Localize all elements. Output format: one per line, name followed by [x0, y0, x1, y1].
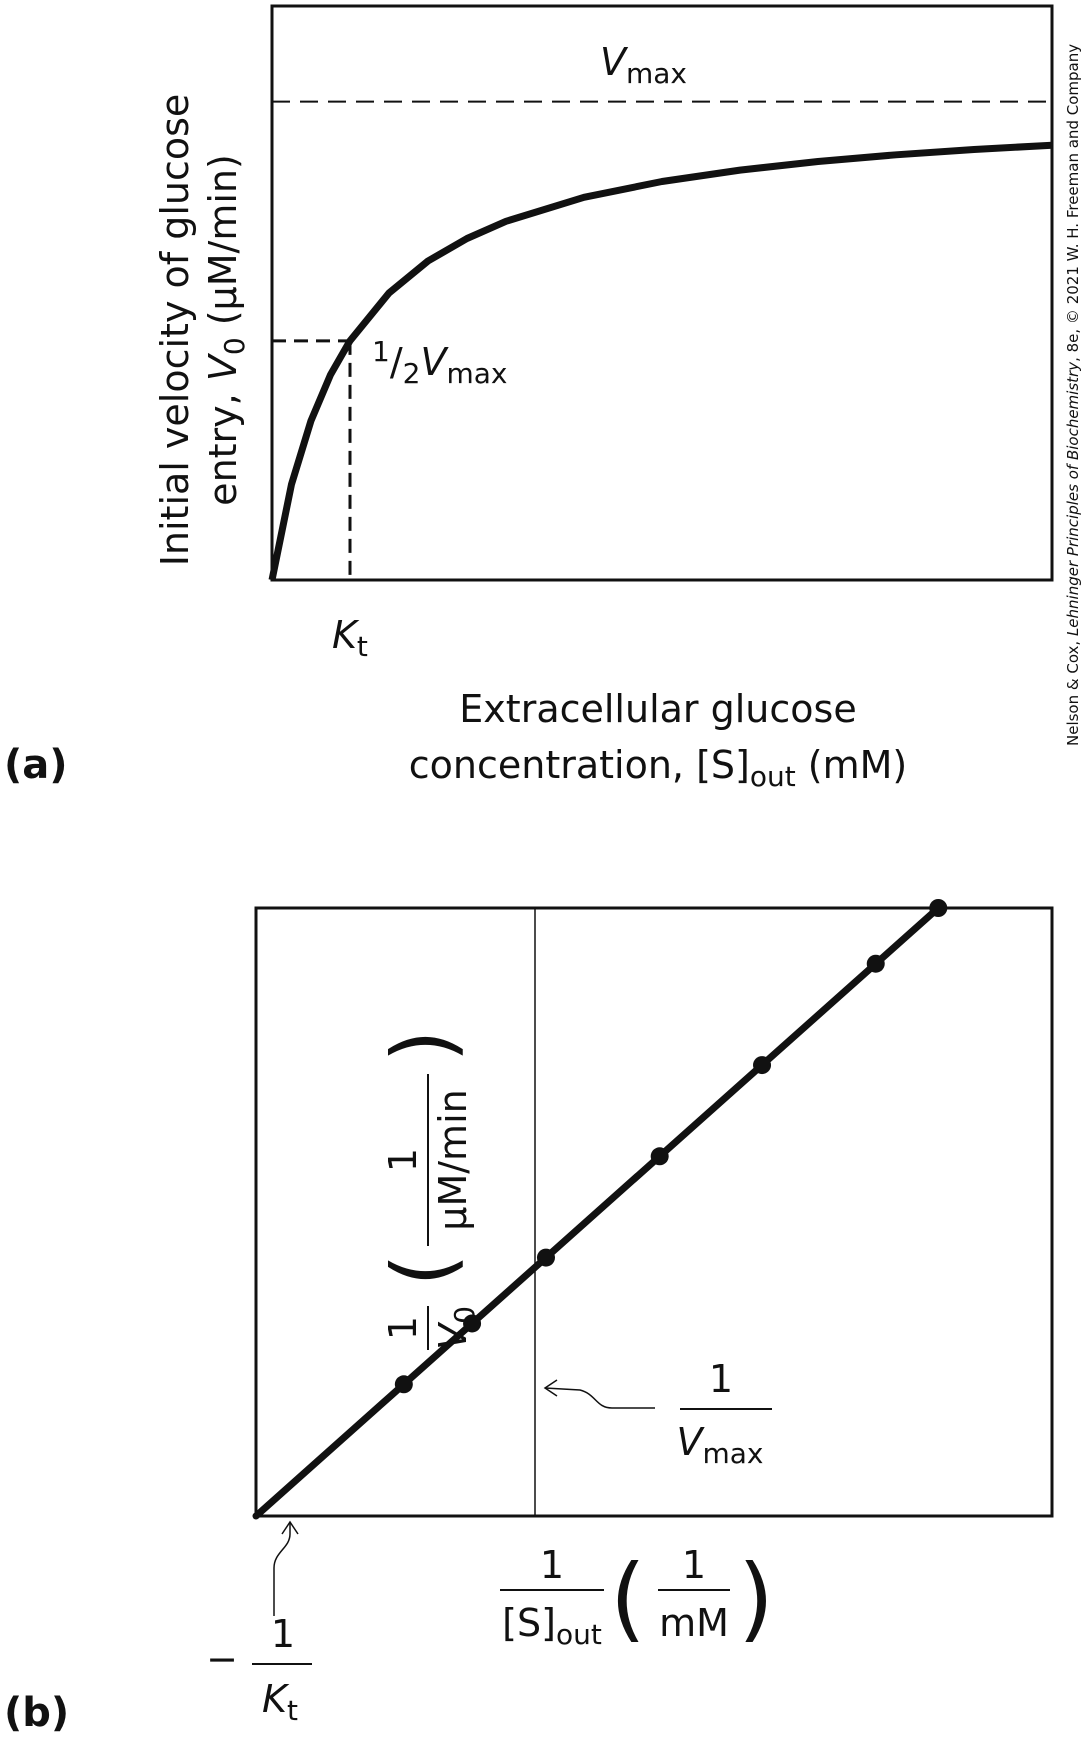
data-point-5 [753, 1056, 772, 1075]
vmax-intercept-den: Vmax [676, 1420, 763, 1470]
panel-b-frame [254, 906, 1054, 1518]
lineweaver-burk-line [252, 904, 942, 1520]
data-point-3 [536, 1248, 555, 1267]
x-axis-label-line2: concentration, [S]out (mM) [409, 743, 908, 793]
x-axis-label-line1: Extracellular glucose [459, 687, 856, 731]
data-point-2 [463, 1314, 482, 1333]
copyright-credit: Nelson & Cox, Lehninger Principles of Bi… [1064, 44, 1082, 746]
b-yfrac-den: V0 [431, 1306, 481, 1350]
panel-b-label: (b) [4, 1690, 69, 1736]
saturation-curve [268, 141, 1053, 581]
kt-intercept-den: Kt [262, 1677, 298, 1727]
data-point-1 [394, 1375, 413, 1394]
b-y-axis-label: 1 V0 ( 1 μM/min ) [374, 1030, 481, 1350]
kt-tick-label: Kt [332, 613, 368, 663]
svg-text:(: ( [610, 1545, 646, 1652]
b-xunit-den: mM [659, 1601, 729, 1645]
panel-a-frame [270, 4, 1054, 582]
b-xunit-num: 1 [682, 1543, 706, 1587]
b-yunit-den: μM/min [431, 1089, 475, 1230]
data-point-4 [650, 1147, 669, 1166]
panel-a: Vmax 1/2Vmax Kt Initial velocity of gluc… [4, 4, 1054, 793]
vmax-label: Vmax [600, 40, 687, 90]
data-point-6 [866, 954, 885, 973]
b-yunit-num: 1 [381, 1148, 425, 1172]
b-xfrac-den: [S]out [502, 1601, 602, 1651]
panel-b: 1 V0 ( 1 μM/min ) 1 Vmax 1 [S]out ( 1 mM… [4, 899, 1054, 1736]
kt-intercept-arrow [273, 1522, 291, 1616]
kt-intercept-minus: − [206, 1637, 238, 1681]
vmax-intercept-arrow [544, 1387, 655, 1409]
data-points [394, 899, 948, 1394]
data-point-7 [929, 899, 948, 917]
b-xfrac-num: 1 [540, 1543, 564, 1587]
half-vmax-label: 1/2Vmax [372, 335, 507, 390]
y-axis-label-line2: entry, V0 (μM/min) [201, 154, 251, 506]
vmax-intercept-num: 1 [709, 1357, 733, 1401]
y-axis-label-line1: Initial velocity of glucose [153, 94, 197, 567]
svg-text:(: ( [374, 1254, 472, 1287]
svg-text:): ) [738, 1545, 774, 1652]
panel-a-label: (a) [4, 742, 68, 788]
b-yfrac-num: 1 [381, 1316, 425, 1340]
y-axis-label: Initial velocity of glucose entry, V0 (μ… [153, 94, 251, 567]
kt-intercept-num: 1 [271, 1612, 295, 1656]
svg-text:): ) [374, 1030, 472, 1063]
